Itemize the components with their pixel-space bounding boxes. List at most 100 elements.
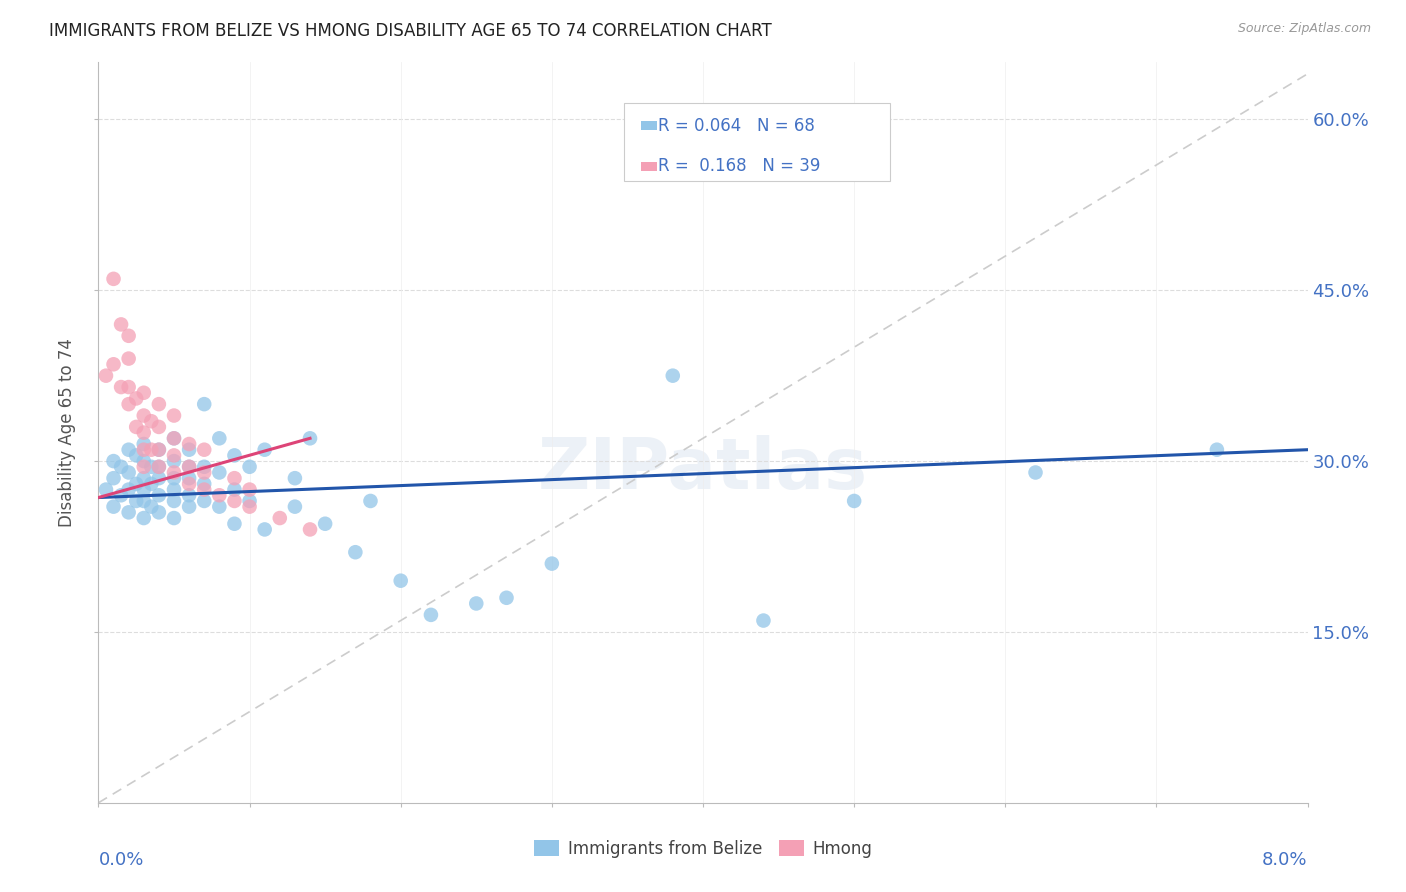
Point <box>163 431 186 445</box>
Point <box>132 459 155 474</box>
Point <box>193 442 215 457</box>
Point <box>163 511 186 525</box>
Point <box>148 505 170 519</box>
Point <box>103 471 125 485</box>
Point <box>465 597 488 611</box>
Point <box>208 488 231 502</box>
Point <box>163 431 186 445</box>
Point <box>1206 442 1229 457</box>
Point <box>148 442 170 457</box>
Point <box>132 483 155 497</box>
Point <box>103 500 125 514</box>
Point <box>103 357 125 371</box>
Point <box>125 392 148 406</box>
Point <box>179 459 201 474</box>
Point <box>540 557 562 571</box>
Point <box>299 523 322 537</box>
Point <box>141 500 163 514</box>
Point <box>118 351 141 366</box>
Point <box>163 409 186 423</box>
Point <box>420 607 443 622</box>
Point <box>118 442 141 457</box>
Point <box>132 409 155 423</box>
Point <box>125 449 148 463</box>
Point <box>125 420 148 434</box>
Point <box>495 591 517 605</box>
Text: R =  0.168   N = 39: R = 0.168 N = 39 <box>658 158 820 176</box>
Point <box>125 476 148 491</box>
Point <box>132 511 155 525</box>
Point <box>224 516 246 531</box>
Point <box>110 459 132 474</box>
Point <box>148 488 170 502</box>
Point <box>253 442 276 457</box>
Point <box>110 488 132 502</box>
Point <box>344 545 367 559</box>
Point <box>141 414 163 428</box>
Point <box>118 328 141 343</box>
Point <box>224 471 246 485</box>
Text: 8.0%: 8.0% <box>1263 851 1308 869</box>
Point <box>179 442 201 457</box>
Point <box>110 380 132 394</box>
Point <box>179 459 201 474</box>
Point <box>163 466 186 480</box>
FancyBboxPatch shape <box>641 121 657 130</box>
Point <box>103 272 125 286</box>
Point <box>163 449 186 463</box>
Point <box>163 471 186 485</box>
Point <box>224 494 246 508</box>
Point <box>118 380 141 394</box>
Legend: Immigrants from Belize, Hmong: Immigrants from Belize, Hmong <box>527 833 879 865</box>
Point <box>193 483 215 497</box>
Text: IMMIGRANTS FROM BELIZE VS HMONG DISABILITY AGE 65 TO 74 CORRELATION CHART: IMMIGRANTS FROM BELIZE VS HMONG DISABILI… <box>49 22 772 40</box>
Point <box>94 368 117 383</box>
Point <box>179 476 201 491</box>
Point <box>193 397 215 411</box>
Point <box>110 318 132 332</box>
Point <box>239 459 262 474</box>
Point <box>132 471 155 485</box>
Point <box>118 505 141 519</box>
Point <box>360 494 382 508</box>
Point <box>118 397 141 411</box>
Point <box>132 494 155 508</box>
Point <box>132 385 155 400</box>
Text: 0.0%: 0.0% <box>98 851 143 869</box>
Point <box>94 483 117 497</box>
Point <box>284 471 307 485</box>
Point <box>269 511 291 525</box>
Point <box>118 483 141 497</box>
Point <box>132 437 155 451</box>
Text: ZIPatlas: ZIPatlas <box>538 435 868 504</box>
Point <box>224 483 246 497</box>
Point <box>208 500 231 514</box>
Point <box>299 431 322 445</box>
Point <box>239 494 262 508</box>
Point <box>148 459 170 474</box>
Text: R = 0.064   N = 68: R = 0.064 N = 68 <box>658 117 814 135</box>
Point <box>844 494 866 508</box>
Point <box>253 523 276 537</box>
Point <box>179 500 201 514</box>
Point <box>179 471 201 485</box>
Point <box>179 437 201 451</box>
Point <box>148 459 170 474</box>
Point <box>163 494 186 508</box>
Point <box>148 420 170 434</box>
Point <box>208 466 231 480</box>
Point <box>118 466 141 480</box>
Point <box>389 574 412 588</box>
Point <box>132 442 155 457</box>
Point <box>224 449 246 463</box>
Text: Source: ZipAtlas.com: Source: ZipAtlas.com <box>1237 22 1371 36</box>
Point <box>141 459 163 474</box>
Point <box>148 397 170 411</box>
Point <box>132 454 155 468</box>
Point <box>163 454 186 468</box>
Point <box>125 494 148 508</box>
Point <box>141 442 163 457</box>
Point <box>148 442 170 457</box>
Point <box>148 471 170 485</box>
Point <box>193 476 215 491</box>
